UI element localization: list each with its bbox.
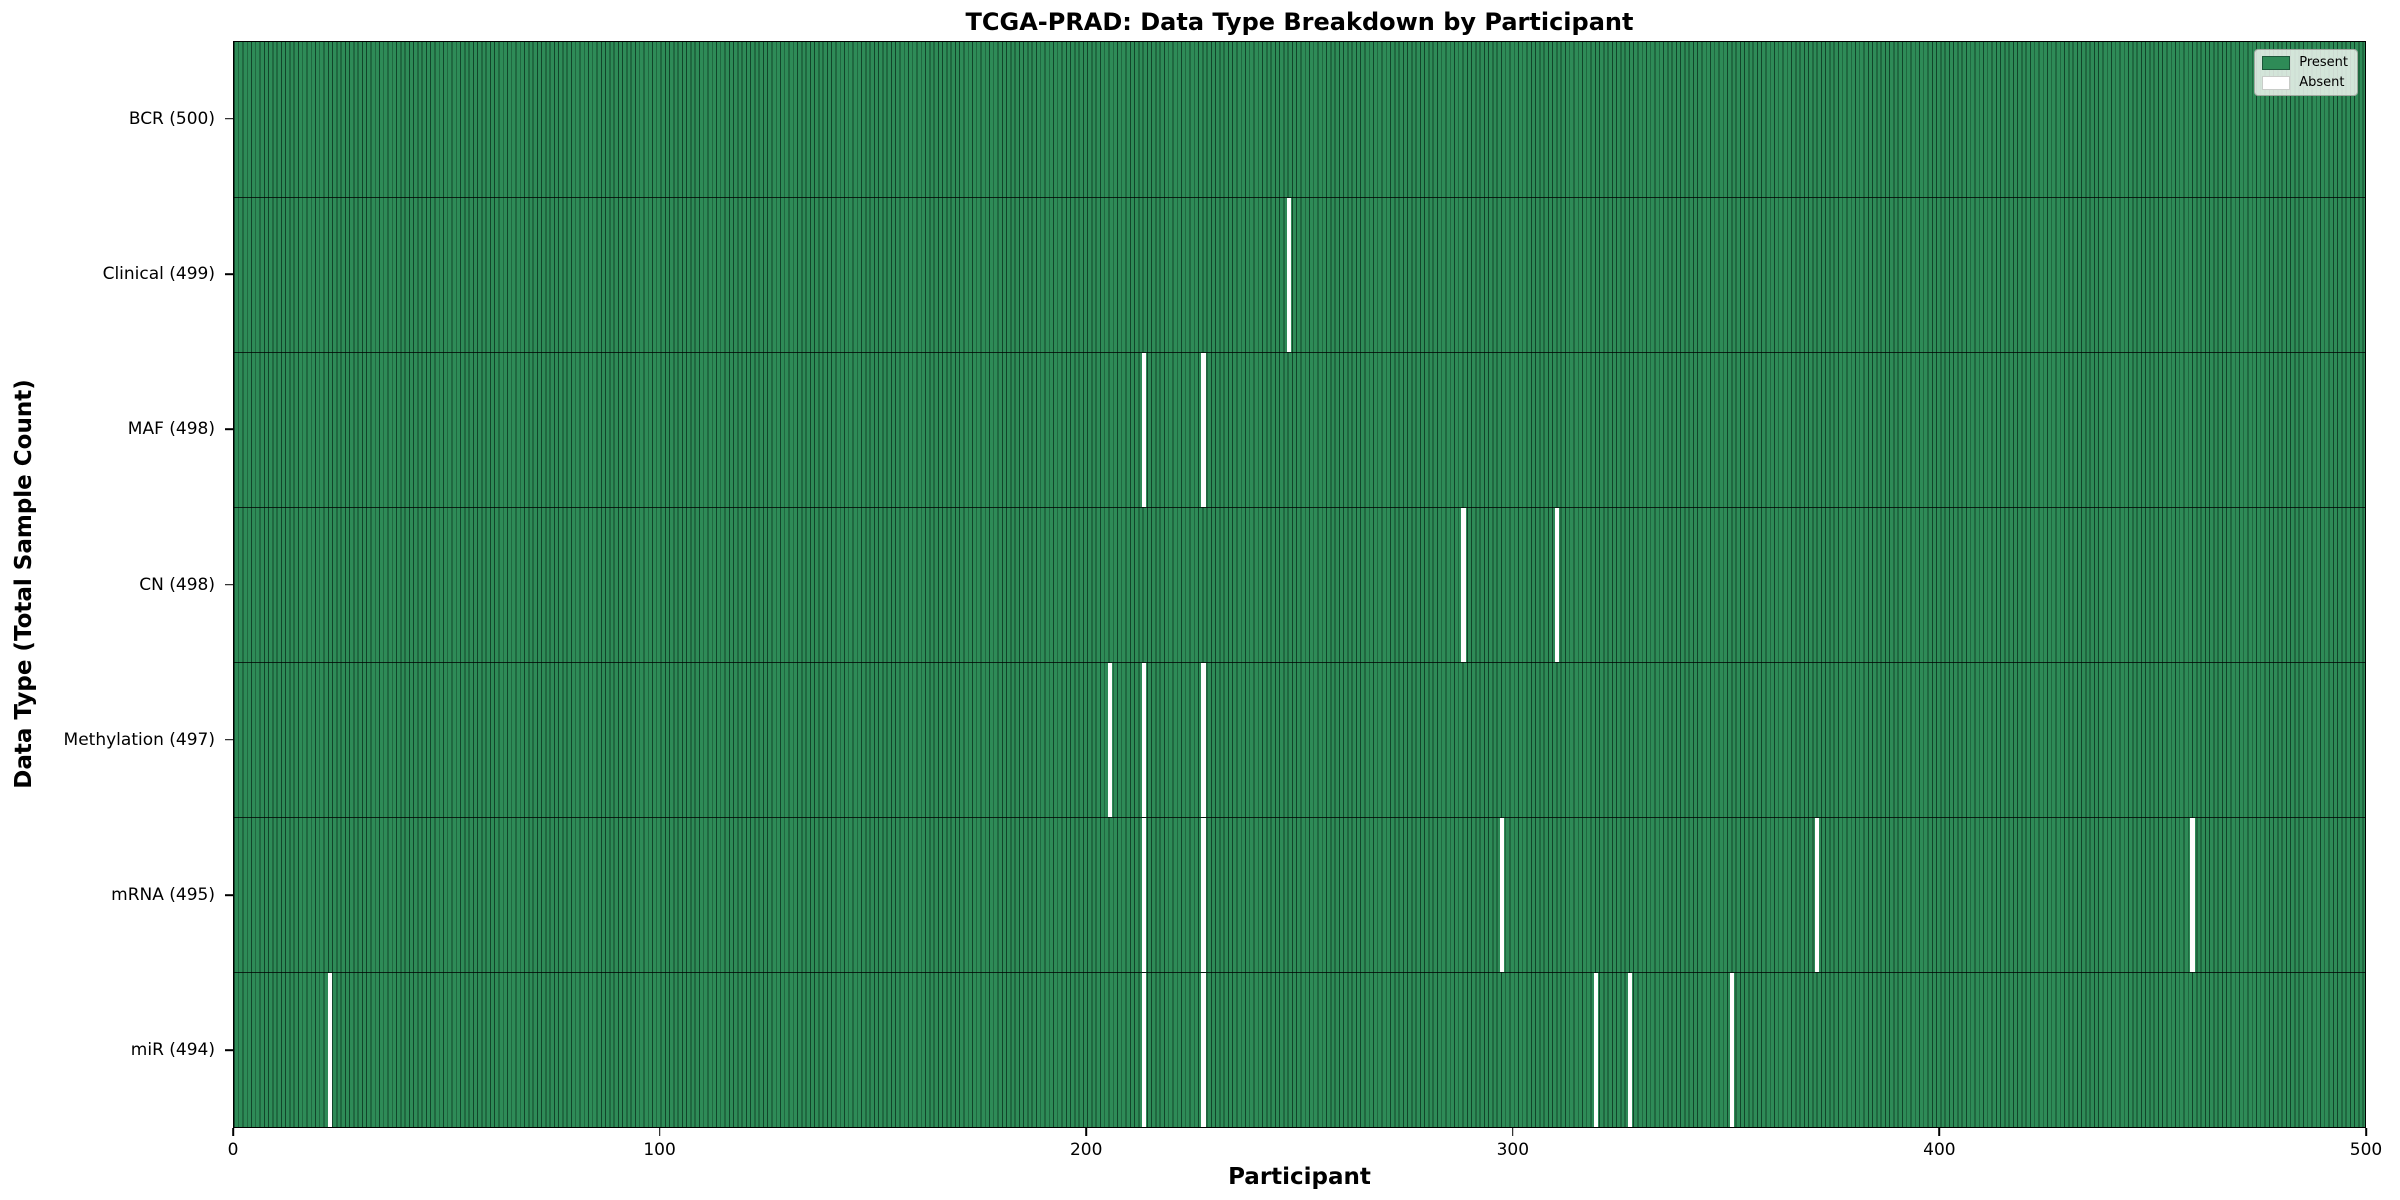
row-band-maf — [234, 352, 2365, 507]
y-tick-label: CN (498) — [139, 574, 215, 595]
y-tick-mark — [225, 738, 233, 741]
present-swatch-icon — [2262, 55, 2291, 70]
y-tick-label: mRNA (495) — [111, 885, 215, 906]
absent-bar — [1201, 353, 1206, 507]
absent-bar — [1815, 818, 1820, 972]
row-band-mrna — [234, 817, 2365, 972]
x-tick-label: 400 — [1923, 1140, 1956, 1160]
y-tick-label: BCR (500) — [128, 108, 215, 129]
absent-bar — [1461, 508, 1466, 662]
y-tick-label: miR (494) — [130, 1040, 215, 1061]
legend-entry-absent: Absent — [2262, 75, 2348, 90]
absent-bar — [1141, 973, 1147, 1127]
y-tick-mark — [225, 894, 233, 896]
absent-bar — [1201, 818, 1206, 972]
absent-bar — [1627, 973, 1632, 1127]
x-tick-label: 0 — [227, 1140, 239, 1160]
absent-bar — [1286, 198, 1291, 352]
plot-area: Present Absent — [233, 41, 2366, 1128]
y-tick-mark — [225, 1049, 233, 1052]
row-band-clinical — [234, 197, 2365, 352]
row-band-bcr — [234, 42, 2365, 197]
absent-bar — [1555, 508, 1560, 662]
x-tick-mark — [232, 1128, 234, 1136]
x-tick-mark — [1512, 1128, 1514, 1136]
y-tick-label: Clinical (499) — [102, 263, 215, 284]
absent-bar — [1201, 973, 1206, 1127]
x-tick-mark — [658, 1128, 661, 1136]
y-tick-label: Methylation (497) — [63, 729, 215, 750]
x-tick-label: 500 — [2349, 1140, 2383, 1160]
legend: Present Absent — [2254, 49, 2358, 96]
y-tick-mark — [225, 117, 233, 120]
x-tick-mark — [2365, 1128, 2367, 1136]
absent-bar — [1499, 818, 1505, 972]
x-tick-label: 200 — [1069, 1140, 1103, 1160]
absent-swatch-icon — [2262, 75, 2291, 90]
y-tick-mark — [225, 583, 233, 586]
x-tick-mark — [1085, 1128, 1087, 1136]
row-band-mir — [234, 972, 2365, 1127]
row-band-methylation — [234, 662, 2365, 817]
absent-bar — [1141, 663, 1147, 817]
x-tick-label: 100 — [643, 1140, 676, 1160]
absent-bar — [1141, 818, 1147, 972]
absent-bar — [1729, 973, 1735, 1127]
absent-bar — [1141, 353, 1147, 507]
absent-bar — [327, 973, 332, 1127]
legend-present-label: Present — [2299, 55, 2348, 70]
x-axis-label: Participant — [1228, 1164, 1371, 1190]
y-tick-mark — [225, 428, 233, 430]
x-tick-label: 300 — [1496, 1140, 1530, 1160]
x-tick-mark — [1938, 1128, 1941, 1136]
absent-bar — [1201, 663, 1206, 817]
absent-bar — [1593, 973, 1598, 1127]
absent-bar — [1107, 663, 1112, 817]
legend-absent-label: Absent — [2299, 75, 2345, 90]
chart-title: TCGA-PRAD: Data Type Breakdown by Partic… — [965, 8, 1634, 36]
legend-entry-present: Present — [2262, 55, 2348, 70]
y-tick-label: MAF (498) — [127, 419, 215, 440]
y-tick-mark — [225, 273, 233, 275]
absent-bar — [2190, 818, 2195, 972]
y-axis-label: Data Type (Total Sample Count) — [11, 379, 37, 789]
row-band-cn — [234, 507, 2365, 662]
